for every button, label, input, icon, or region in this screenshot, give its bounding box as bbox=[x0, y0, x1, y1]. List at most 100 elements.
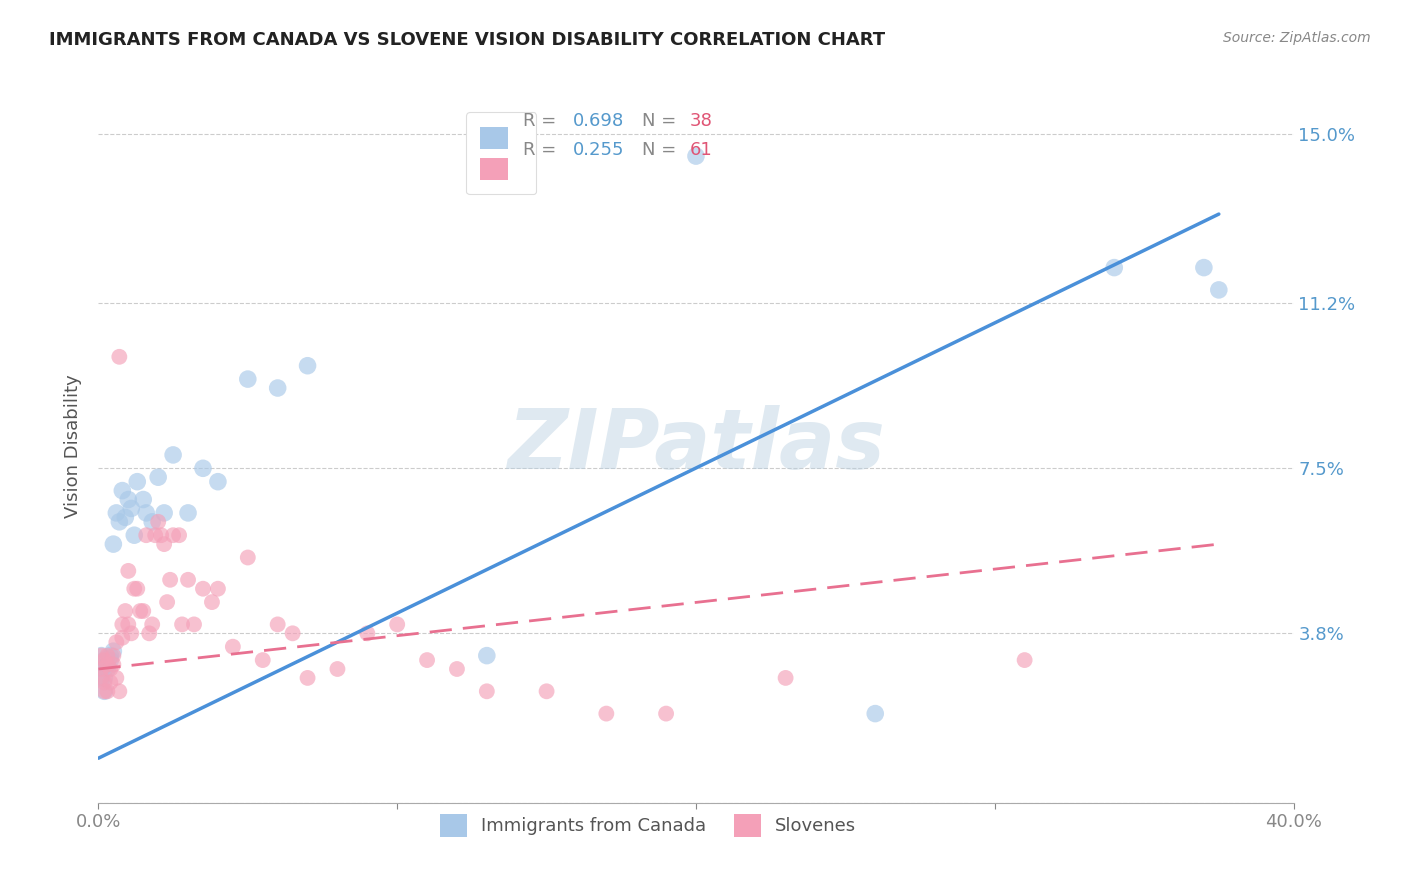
Text: IMMIGRANTS FROM CANADA VS SLOVENE VISION DISABILITY CORRELATION CHART: IMMIGRANTS FROM CANADA VS SLOVENE VISION… bbox=[49, 31, 886, 49]
Point bbox=[96, 648, 118, 663]
Point bbox=[135, 528, 157, 542]
Text: 0.698: 0.698 bbox=[572, 112, 624, 130]
Point bbox=[117, 492, 139, 507]
Point bbox=[90, 671, 112, 685]
Text: R =: R = bbox=[523, 141, 561, 159]
Point bbox=[105, 671, 128, 685]
Point bbox=[114, 604, 136, 618]
Point bbox=[108, 684, 131, 698]
Y-axis label: Vision Disability: Vision Disability bbox=[63, 374, 82, 518]
Point bbox=[96, 662, 118, 676]
Point bbox=[150, 528, 173, 542]
Point bbox=[93, 653, 115, 667]
Point bbox=[207, 475, 229, 489]
Point bbox=[103, 657, 125, 672]
Text: Source: ZipAtlas.com: Source: ZipAtlas.com bbox=[1223, 31, 1371, 45]
Point bbox=[148, 515, 170, 529]
Point bbox=[1192, 260, 1215, 275]
Point bbox=[111, 483, 134, 498]
Point bbox=[153, 537, 176, 551]
Text: 38: 38 bbox=[690, 112, 713, 130]
Point bbox=[93, 653, 115, 667]
Point bbox=[267, 381, 290, 395]
Point bbox=[127, 475, 149, 489]
Text: N =: N = bbox=[643, 141, 682, 159]
Text: 61: 61 bbox=[690, 141, 713, 159]
Point bbox=[156, 595, 179, 609]
Point bbox=[138, 626, 160, 640]
Point bbox=[326, 662, 349, 676]
Point bbox=[143, 528, 166, 542]
Point bbox=[475, 648, 498, 663]
Point bbox=[385, 617, 409, 632]
Point bbox=[177, 573, 200, 587]
Point bbox=[655, 706, 678, 721]
Point bbox=[98, 653, 122, 667]
Point bbox=[1104, 260, 1126, 275]
Point bbox=[90, 662, 112, 676]
Text: R =: R = bbox=[523, 112, 561, 130]
Point bbox=[267, 617, 290, 632]
Point bbox=[191, 461, 214, 475]
Point bbox=[111, 631, 134, 645]
Point bbox=[446, 662, 468, 676]
Point bbox=[117, 617, 139, 632]
Point bbox=[475, 684, 498, 698]
Text: N =: N = bbox=[643, 112, 682, 130]
Point bbox=[120, 626, 142, 640]
Point bbox=[236, 550, 259, 565]
Point bbox=[148, 470, 170, 484]
Point bbox=[93, 684, 115, 698]
Point bbox=[865, 706, 887, 721]
Point bbox=[103, 648, 125, 663]
Point bbox=[96, 657, 118, 672]
Point bbox=[177, 506, 200, 520]
Point bbox=[141, 617, 163, 632]
Point bbox=[108, 515, 131, 529]
Point bbox=[90, 662, 112, 676]
Point bbox=[124, 582, 146, 596]
Point bbox=[103, 537, 125, 551]
Point bbox=[114, 510, 136, 524]
Point bbox=[536, 684, 558, 698]
Point bbox=[775, 671, 797, 685]
Point bbox=[141, 515, 163, 529]
Point bbox=[105, 635, 128, 649]
Point bbox=[201, 595, 224, 609]
Point bbox=[117, 564, 139, 578]
Point bbox=[252, 653, 274, 667]
Legend: Immigrants from Canada, Slovenes: Immigrants from Canada, Slovenes bbox=[433, 807, 863, 844]
Point bbox=[98, 662, 122, 676]
Point bbox=[207, 582, 229, 596]
Point bbox=[108, 350, 131, 364]
Point bbox=[103, 644, 125, 658]
Point bbox=[93, 671, 115, 685]
Point bbox=[105, 506, 128, 520]
Point bbox=[96, 684, 118, 698]
Point bbox=[183, 617, 205, 632]
Point bbox=[172, 617, 194, 632]
Point bbox=[135, 506, 157, 520]
Point bbox=[416, 653, 439, 667]
Point bbox=[159, 573, 181, 587]
Point bbox=[191, 582, 214, 596]
Point bbox=[153, 506, 176, 520]
Point bbox=[1014, 653, 1036, 667]
Point bbox=[222, 640, 245, 654]
Point bbox=[120, 501, 142, 516]
Point bbox=[281, 626, 304, 640]
Point bbox=[93, 675, 115, 690]
Text: 0.255: 0.255 bbox=[572, 141, 624, 159]
Point bbox=[129, 604, 152, 618]
Point bbox=[127, 582, 149, 596]
Point bbox=[90, 648, 112, 663]
Point bbox=[356, 626, 378, 640]
Point bbox=[90, 671, 112, 685]
Point bbox=[1208, 283, 1230, 297]
Point bbox=[236, 372, 259, 386]
Text: ZIPatlas: ZIPatlas bbox=[508, 406, 884, 486]
Point bbox=[595, 706, 617, 721]
Point bbox=[93, 684, 115, 698]
Point bbox=[162, 528, 184, 542]
Point bbox=[297, 671, 319, 685]
